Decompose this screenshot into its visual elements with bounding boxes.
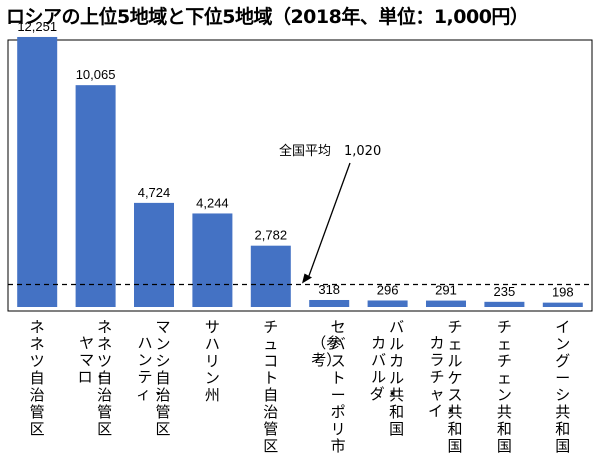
data-label-7: 291 bbox=[435, 283, 457, 298]
category-label-7-1: カラチャイ・ bbox=[428, 334, 459, 420]
bar-4 bbox=[250, 245, 291, 307]
chart-title: ロシアの上位5地域と下位5地域（2018年、単位：1,000円） bbox=[6, 6, 529, 28]
bar-5 bbox=[309, 299, 350, 307]
category-label-5-1: （参考） bbox=[311, 334, 342, 369]
bar-1 bbox=[75, 85, 116, 307]
category-label-1-1: ヤマロ・ bbox=[77, 334, 108, 386]
data-label-8: 235 bbox=[494, 284, 516, 299]
category-label-8-0: チェチェン共和国 bbox=[496, 318, 512, 455]
category-label-9-0: イングーシ共和国 bbox=[555, 318, 571, 455]
reference-label: 全国平均 1,020 bbox=[279, 143, 381, 159]
data-label-1: 10,065 bbox=[76, 67, 116, 82]
category-label-6-1: カバルダ・ bbox=[369, 334, 400, 403]
category-label-7-0: チェルケス共和国 bbox=[447, 318, 463, 455]
bar-6 bbox=[367, 300, 408, 307]
category-label-3-0: サハリン州 bbox=[204, 318, 220, 404]
data-label-2: 4,724 bbox=[138, 185, 171, 200]
category-label-5-0: セバストーポリ市 bbox=[330, 318, 346, 455]
bar-0 bbox=[17, 36, 58, 307]
data-label-6: 296 bbox=[377, 282, 399, 297]
data-label-5: 318 bbox=[318, 282, 340, 297]
category-label-1-0: ネネツ自治管区 bbox=[97, 318, 113, 438]
category-label-2-0: マンシ自治管区 bbox=[155, 318, 171, 438]
bar-8 bbox=[484, 301, 525, 307]
reference-arrow-line bbox=[307, 162, 351, 279]
category-label-4-0: チュコト自治管区 bbox=[263, 318, 279, 455]
reference-arrow-head bbox=[302, 273, 312, 284]
category-label-0-0: ネネツ自治管区 bbox=[29, 318, 45, 438]
category-label-2-1: ハンティ・ bbox=[136, 334, 167, 403]
bar-7 bbox=[426, 300, 466, 307]
data-label-0: 12,251 bbox=[17, 19, 57, 34]
category-label-6-0: バルカル共和国 bbox=[389, 318, 405, 438]
bar-2 bbox=[134, 202, 174, 307]
plot-frame bbox=[7, 39, 593, 312]
data-label-4: 2,782 bbox=[255, 228, 288, 243]
bar-3 bbox=[192, 213, 233, 307]
bar-9 bbox=[542, 302, 583, 307]
data-label-9: 198 bbox=[552, 285, 574, 300]
data-label-3: 4,244 bbox=[196, 195, 229, 210]
